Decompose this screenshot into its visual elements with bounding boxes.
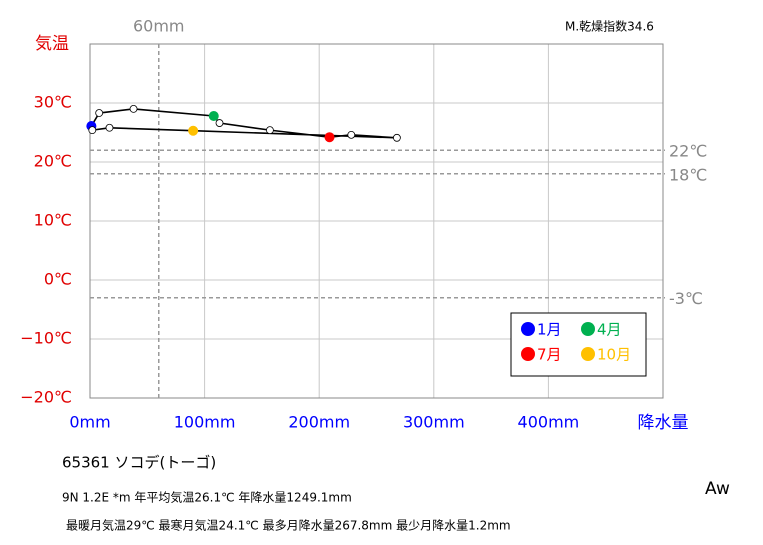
station-name: 65361 ソコデ(トーゴ)	[62, 454, 216, 472]
x-tick-label: 0mm	[69, 413, 110, 432]
month-point	[266, 126, 274, 135]
month-point	[347, 130, 356, 139]
y-tick-label: 30℃	[34, 93, 72, 112]
climate-class: Aw	[705, 479, 730, 499]
reference-label: -3℃	[669, 289, 703, 308]
legend-marker	[581, 347, 595, 361]
x-axis-label: 降水量	[638, 413, 689, 433]
extremes: 最暖月気温29℃ 最寒月気温24.1℃ 最多月降水量267.8mm 最少月降水量…	[66, 518, 511, 533]
dryness-index: M.乾燥指数34.6	[565, 19, 654, 34]
y-tick-label: −20℃	[20, 388, 72, 407]
month-point	[215, 119, 224, 127]
x-tick-label: 400mm	[518, 413, 580, 432]
month-point	[88, 126, 97, 135]
legend-label: 4月	[597, 321, 622, 339]
month-point	[129, 105, 138, 113]
y-tick-label: 20℃	[34, 152, 72, 171]
y-tick-label: −10℃	[20, 329, 72, 348]
highlight-point	[324, 132, 335, 143]
y-tick-label: 10℃	[34, 211, 72, 230]
plot-border	[89, 43, 664, 399]
legend-marker	[521, 347, 535, 361]
legend-box	[510, 312, 647, 377]
legend-label: 7月	[537, 346, 562, 364]
summary: 9N 1.2E *m 年平均気温26.1℃ 年降水量1249.1mm	[62, 490, 352, 505]
legend-marker	[581, 322, 595, 336]
month-point	[105, 123, 114, 132]
y-axis-label: 気温	[35, 34, 69, 54]
x-tick-label: 100mm	[174, 413, 236, 432]
x-tick-label: 300mm	[403, 413, 465, 432]
legend-label: 1月	[537, 321, 562, 339]
x-tick-label: 200mm	[288, 413, 350, 432]
reference-label: 60mm	[133, 17, 185, 36]
month-point	[392, 133, 401, 142]
reference-label: 18℃	[669, 165, 707, 184]
highlight-point	[188, 125, 199, 136]
highlight-point	[208, 110, 219, 121]
legend-label: 10月	[597, 346, 631, 364]
month-point	[95, 109, 104, 117]
reference-label: 22℃	[669, 142, 707, 161]
legend-marker	[521, 322, 535, 336]
y-tick-label: 0℃	[44, 270, 72, 289]
